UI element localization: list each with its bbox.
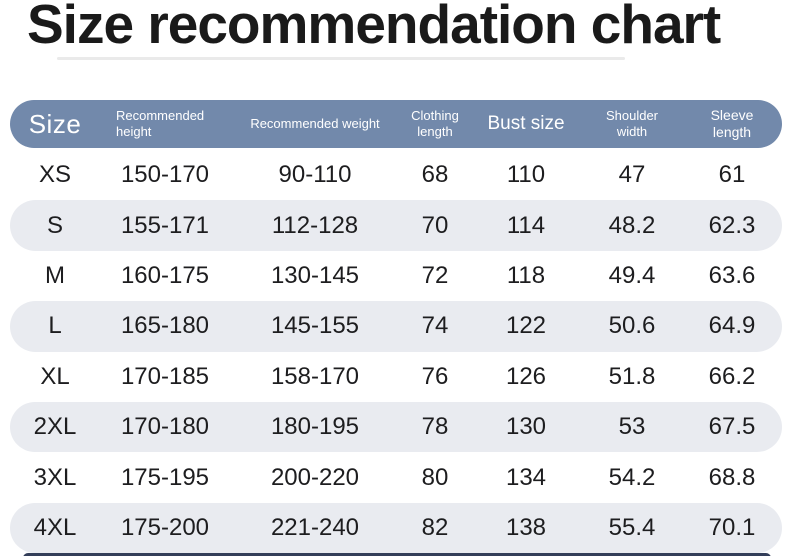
value-cell: 170-185 [120,362,210,390]
value-cell: 50.6 [608,312,656,340]
table-row-xl: XL 170-185 158-170 76 126 51.8 66.2 [10,352,782,402]
value-cell: 49.4 [608,261,656,289]
value-cell: 54.2 [608,463,656,491]
value-cell: 200-220 [270,463,360,491]
value-cell: 72 [421,261,449,289]
value-cell: 118 [506,261,546,289]
value-cell: 175-195 [120,463,210,491]
size-label: 2XL [33,413,77,441]
size-label: 4XL [33,513,77,541]
value-cell: 55.4 [608,513,656,541]
value-cell: 175-200 [120,513,210,541]
value-cell: 110 [506,161,546,189]
value-cell: 61 [718,161,746,189]
value-cell: 90-110 [278,161,352,189]
table-row-l: L 165-180 145-155 74 122 50.6 64.9 [10,301,782,352]
column-header-shoulder-width: Shoulder width [605,107,659,139]
value-cell: 138 [505,513,547,541]
value-cell: 48.2 [608,211,656,239]
table-row-xs: XS 150-170 90-110 68 110 47 61 [10,150,782,200]
value-cell: 114 [506,211,546,239]
value-cell: 134 [505,463,547,491]
size-label: XL [40,362,70,390]
table-row-4xl: 4XL 175-200 221-240 82 138 55.4 70.1 [10,502,782,554]
size-label: XS [38,161,71,189]
value-cell: 122 [505,312,547,340]
value-cell: 130-145 [270,261,360,289]
value-cell: 150-170 [120,161,210,189]
table-row-m: M 160-175 130-145 72 118 49.4 63.6 [10,251,782,301]
value-cell: 155-171 [120,211,210,239]
size-label: M [45,261,65,289]
table-row-2xl: 2XL 170-180 180-195 78 130 53 67.5 [10,401,782,453]
value-cell: 74 [421,312,449,340]
value-cell: 47 [618,161,646,189]
column-header-recommended-weight: Recommended weight [250,115,380,131]
size-table: Size Recommended height Recommended weig… [10,100,782,554]
value-cell: 221-240 [270,513,360,541]
value-cell: 70 [421,211,449,239]
column-header-sleeve-length: Sleeve length [710,106,754,141]
table-body: XS 150-170 90-110 68 110 47 61 S 155-171 112-128 7… [10,150,782,554]
value-cell: 67.5 [708,413,756,441]
value-cell: 53 [618,413,646,441]
value-cell: 70.1 [708,513,756,541]
value-cell: 76 [421,362,449,390]
value-cell: 170-180 [120,413,210,441]
page-title: Size recommendation chart [27,0,721,55]
table-header-row: Size Recommended height Recommended weig… [10,100,782,148]
value-cell: 68 [421,161,449,189]
column-header-recommended-height: Recommended height [116,107,205,139]
value-cell: 180-195 [270,413,360,441]
value-cell: 51.8 [608,362,656,390]
value-cell: 63.6 [708,261,756,289]
title-underline [57,57,625,60]
size-label: S [46,211,63,239]
value-cell: 126 [505,362,547,390]
value-cell: 160-175 [120,261,210,289]
value-cell: 64.9 [708,312,756,340]
table-row-3xl: 3XL 175-195 200-220 80 134 54.2 68.8 [10,452,782,502]
value-cell: 165-180 [120,312,210,340]
value-cell: 80 [421,463,449,491]
value-cell: 130 [505,413,547,441]
size-label: 3XL [33,463,77,491]
next-row-top-edge [23,553,771,556]
column-header-bust-size: Bust size [487,113,565,135]
value-cell: 82 [421,513,449,541]
value-cell: 145-155 [270,312,360,340]
column-header-size: Size [28,108,82,139]
value-cell: 158-170 [270,362,360,390]
value-cell: 68.8 [708,463,756,491]
column-header-clothing-length: Clothing length [411,107,459,139]
value-cell: 78 [421,413,449,441]
value-cell: 66.2 [708,362,756,390]
value-cell: 62.3 [708,211,756,239]
table-row-s: S 155-171 112-128 70 114 48.2 62.3 [10,200,782,251]
value-cell: 112-128 [271,211,359,239]
size-label: L [48,312,62,340]
